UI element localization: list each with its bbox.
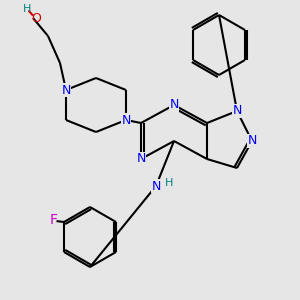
- Text: N: N: [247, 134, 257, 148]
- Text: N: N: [169, 98, 179, 112]
- Text: N: N: [136, 152, 146, 166]
- Text: N: N: [61, 83, 71, 97]
- Text: H: H: [165, 178, 174, 188]
- Text: H: H: [23, 4, 31, 14]
- Text: N: N: [232, 104, 242, 118]
- Text: N: N: [151, 179, 161, 193]
- Text: F: F: [50, 214, 58, 227]
- Text: O: O: [31, 11, 41, 25]
- Text: N: N: [121, 113, 131, 127]
